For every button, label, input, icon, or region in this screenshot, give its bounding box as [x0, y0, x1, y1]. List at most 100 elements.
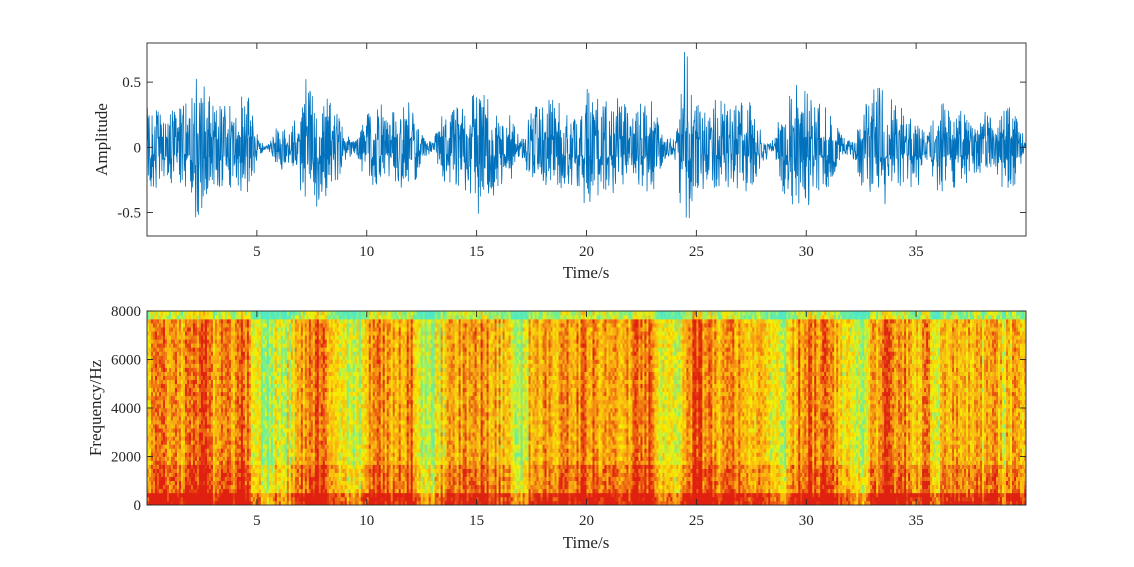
spectrogram-cell [170, 383, 174, 389]
spectrogram-cell [308, 480, 312, 486]
spectrogram-cell [350, 480, 354, 486]
spectrogram-cell [178, 500, 182, 505]
spectrogram-cell [151, 468, 154, 473]
spectrogram-cell [238, 460, 242, 465]
spectrogram-cell [264, 363, 268, 368]
spectrogram-cell [192, 476, 196, 482]
spectrogram-cell [170, 391, 174, 397]
spectrogram-cell [206, 327, 210, 332]
spectrogram-cell [330, 488, 334, 494]
spectrogram-cell [302, 375, 306, 381]
spectrogram-cell [284, 416, 288, 421]
spectrogram-cell [298, 339, 302, 344]
spectrogram-cell [198, 448, 202, 453]
spectrogram-cell [330, 468, 334, 473]
spectrogram-cell [330, 355, 334, 360]
spectrogram-cell [272, 468, 276, 473]
spectrogram-cell [286, 315, 290, 320]
spectrogram-cell [174, 488, 178, 494]
spectrogram-cell [334, 319, 338, 324]
spectrogram-cell [306, 416, 310, 421]
spectrogram-cell [350, 444, 354, 449]
spectrogram-cell [182, 339, 186, 344]
spectrogram-cell [152, 339, 156, 344]
spectrogram-cell [264, 371, 268, 376]
spectrogram-cell [210, 359, 214, 364]
spectrogram-cell [280, 331, 284, 336]
spectrogram-cell [280, 496, 284, 502]
spectrogram-cell [310, 339, 314, 344]
spectrogram-cell [282, 315, 286, 320]
spectrogram-cell [246, 472, 250, 478]
spectrogram-cell [218, 472, 222, 478]
spectrogram-cell [168, 456, 172, 461]
spectrogram-cell [184, 315, 188, 320]
spectrogram-cell [202, 416, 206, 421]
spectrogram-cell [266, 311, 270, 316]
spectrogram-cell [158, 412, 162, 417]
spectrogram-cell [292, 379, 296, 385]
spectrogram-cell [149, 399, 152, 405]
spectrogram-cell [216, 420, 220, 425]
spectrogram-cell [332, 319, 336, 324]
spectrogram-cell [346, 420, 350, 425]
spectrogram-cell [240, 331, 244, 336]
spectrogram-cell [172, 343, 176, 348]
spectrogram-cell [168, 367, 172, 372]
spectrogram-cell [248, 323, 252, 328]
spectrogram-cell [152, 355, 156, 360]
spectrogram-cell [230, 480, 234, 486]
spectrogram-cell [210, 496, 214, 502]
spectrogram-cell [180, 408, 184, 413]
spectrogram-cell [324, 440, 328, 445]
spectrogram-cell [268, 428, 272, 433]
spectrogram-cell [178, 408, 182, 413]
spectrogram-cell [352, 452, 356, 457]
spectrogram-cell [280, 319, 284, 324]
spectrogram-cell [230, 339, 234, 344]
spectrogram-cell [314, 327, 318, 332]
spectrogram-cell [192, 343, 196, 348]
spectrogram-cell [198, 375, 202, 381]
spectrogram-cell [264, 484, 268, 490]
spectrogram-cell [230, 424, 234, 429]
spectrogram-cell [288, 339, 292, 344]
spectrogram-cell [334, 395, 338, 401]
spectrogram-cell [276, 359, 280, 364]
spectrogram-cell [164, 383, 168, 389]
spectrogram-cell [240, 395, 244, 401]
spectrogram-cell [348, 319, 352, 324]
spectrogram-cell [250, 428, 254, 433]
spectrogram-cell [284, 383, 288, 389]
spectrogram-cell [280, 492, 284, 498]
spectrogram-cell [326, 347, 330, 352]
spectrogram-cell [304, 363, 308, 368]
spectrogram-cell [151, 444, 154, 449]
spectrogram-cell [260, 440, 264, 445]
spectrogram-cell [192, 367, 196, 372]
spectrogram-cell [192, 339, 196, 344]
spectrogram-cell [322, 371, 326, 376]
spectrogram-cell [254, 375, 258, 381]
spectrogram-cell [260, 367, 264, 372]
spectrogram-cell [300, 403, 304, 409]
spectrogram-cell [328, 420, 332, 425]
spectrogram-cell [156, 331, 160, 336]
spectrogram-cell [294, 484, 298, 490]
spectrogram-cell [228, 343, 232, 348]
spectrogram-cell [168, 343, 172, 348]
spectrogram-cell [304, 408, 308, 413]
spectrogram-cell [246, 464, 250, 469]
spectrogram-cell [288, 492, 292, 498]
spectrogram-cell [180, 412, 184, 417]
spectrogram-cell [158, 367, 162, 372]
spectrogram-cell [284, 323, 288, 328]
spectrogram-cell [248, 339, 252, 344]
spectrogram-cell [226, 311, 230, 316]
spectrogram-cell [316, 472, 320, 478]
spectrogram-cell [316, 448, 320, 453]
spectrogram-cell [300, 399, 304, 405]
spectrogram-cell [208, 311, 212, 316]
spectrogram-cell [258, 383, 262, 389]
spectrogram-cell [214, 472, 218, 478]
